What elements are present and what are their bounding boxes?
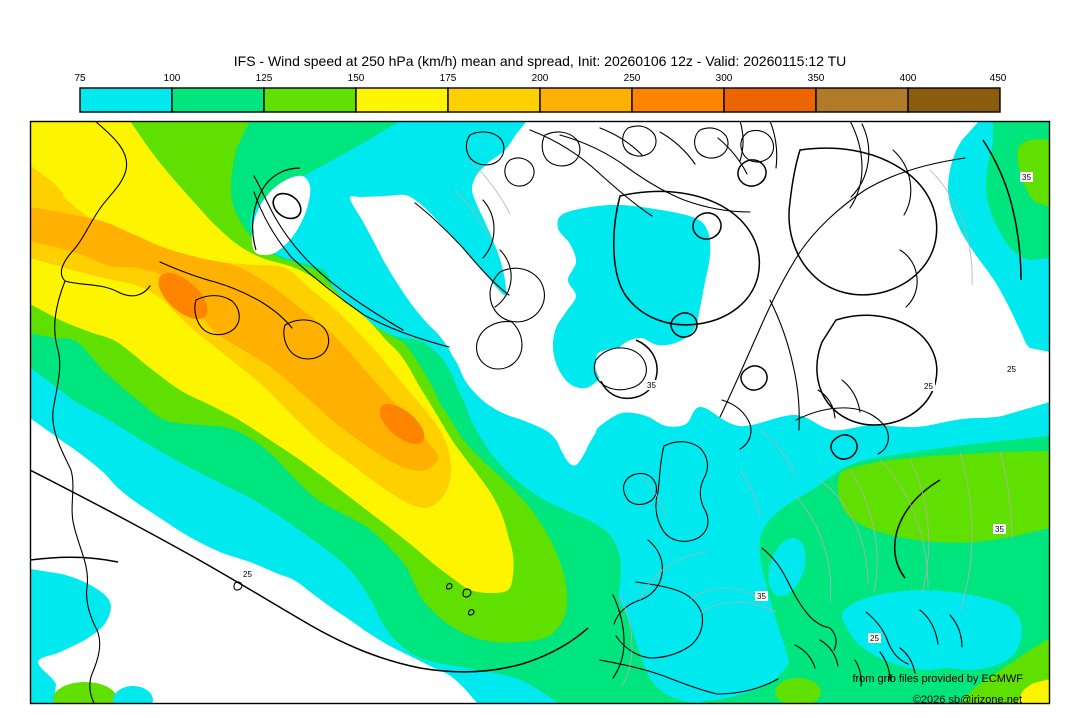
svg-text:35: 35 bbox=[647, 381, 656, 390]
svg-text:100: 100 bbox=[164, 73, 181, 84]
svg-text:35: 35 bbox=[995, 525, 1004, 534]
svg-text:400: 400 bbox=[900, 73, 917, 84]
svg-text:200: 200 bbox=[532, 73, 549, 84]
svg-text:©2026 sb@irizone.net: ©2026 sb@irizone.net bbox=[913, 694, 1022, 706]
svg-text:150: 150 bbox=[348, 73, 365, 84]
svg-text:450: 450 bbox=[990, 73, 1007, 84]
svg-text:25: 25 bbox=[1007, 365, 1016, 374]
svg-text:35: 35 bbox=[757, 592, 766, 601]
svg-text:175: 175 bbox=[440, 73, 457, 84]
svg-text:350: 350 bbox=[808, 73, 825, 84]
svg-text:25: 25 bbox=[870, 634, 879, 643]
svg-text:25: 25 bbox=[243, 570, 252, 579]
svg-text:25: 25 bbox=[924, 382, 933, 391]
svg-text:75: 75 bbox=[74, 73, 86, 84]
svg-text:35: 35 bbox=[1022, 173, 1031, 182]
svg-text:300: 300 bbox=[716, 73, 733, 84]
svg-text:125: 125 bbox=[256, 73, 273, 84]
svg-text:IFS - Wind speed at 250 hPa (k: IFS - Wind speed at 250 hPa (km/h) mean … bbox=[234, 53, 846, 69]
svg-text:250: 250 bbox=[624, 73, 641, 84]
svg-text:from grib files provided by EC: from grib files provided by ECMWF bbox=[852, 673, 1023, 685]
